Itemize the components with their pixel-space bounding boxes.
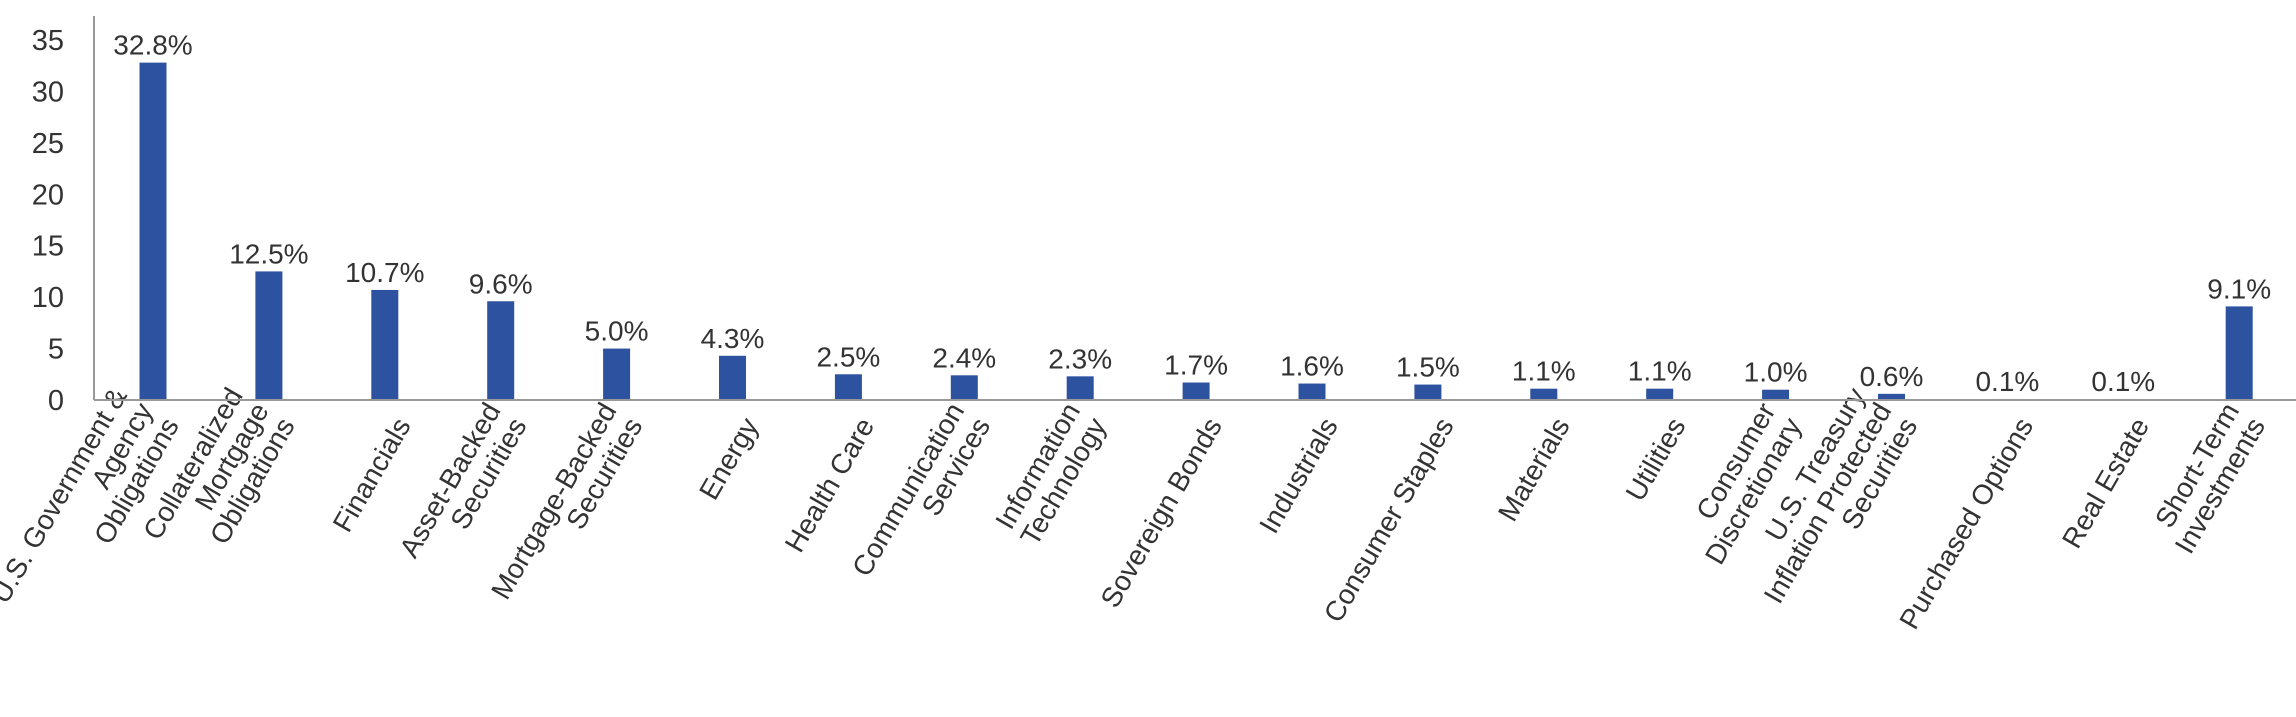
category-label: Materials [1492,413,1576,527]
data-label: 5.0% [585,316,649,347]
bar [371,289,399,400]
data-labels: 32.8% 12.5% 10.7% 9.6% 5.0% 4.3% 2.5% 2.4% 2.3% 1… [113,30,2271,397]
category-label-line: Real Estate [2056,413,2155,554]
data-label: 1.6% [1280,351,1344,382]
category-label: Short-TermInvestments [2143,398,2271,559]
category-label-line: Consumer Staples [1318,413,1460,628]
category-label: Sovereign Bonds [1094,413,1227,613]
bar [2225,306,2253,400]
data-label: 2.4% [932,342,996,373]
data-label: 1.1% [1628,356,1692,387]
category-label: Financials [327,413,417,538]
y-axis: 0 5 10 15 20 25 30 35 [32,25,64,417]
data-label: 1.1% [1512,356,1576,387]
bar [1646,388,1674,400]
y-tick-label: 35 [32,25,64,57]
data-label: 0.1% [2091,366,2155,397]
y-tick-label: 5 [48,334,64,366]
data-label: 12.5% [229,238,308,269]
bar [719,355,746,400]
category-label-line: Materials [1492,413,1576,527]
bar [255,271,283,400]
category-label: Energy [693,413,764,505]
y-tick-label: 15 [32,231,64,263]
data-label: 0.6% [1860,361,1924,392]
bar [603,348,631,400]
bars [139,62,2253,400]
category-label-line: Financials [327,413,417,538]
bar [1414,384,1442,400]
data-label: 4.3% [701,323,765,354]
bar [834,374,862,400]
bar [1066,376,1094,400]
bar [1530,388,1558,400]
data-label: 1.7% [1164,350,1228,381]
bar [1182,382,1210,400]
category-label: Utilities [1620,413,1692,507]
y-tick-label: 10 [32,282,64,314]
data-label: 9.1% [2207,273,2271,304]
bar [487,301,515,400]
data-label: 0.1% [1975,366,2039,397]
data-label: 32.8% [113,30,192,61]
category-label: Real Estate [2056,413,2155,554]
category-label-line: Sovereign Bonds [1094,413,1227,613]
y-tick-label: 0 [48,385,64,417]
category-label-line: Energy [693,413,764,505]
category-label: Purchased Options [1893,413,2039,635]
category-label: Industrials [1253,413,1344,539]
category-label-line: Industrials [1253,413,1344,539]
y-tick-label: 25 [32,128,64,160]
category-label: InformationTechnology [988,398,1112,551]
data-label: 1.5% [1396,352,1460,383]
category-label-line: Purchased Options [1893,413,2039,635]
y-tick-label: 30 [32,76,64,108]
category-label: CollateralizedMortgageObligations [137,383,301,575]
data-label: 2.3% [1048,343,1112,374]
bar [950,375,978,400]
bar [139,62,167,400]
category-label-line: Utilities [1620,413,1692,507]
category-labels: U.S. Government &AgencyObligationsCollat… [0,382,2271,635]
data-label: 2.5% [816,341,880,372]
bar [1878,393,1905,400]
category-label: Consumer Staples [1318,413,1460,628]
data-label: 1.0% [1744,357,1808,388]
data-label: 10.7% [345,257,424,288]
bar [1762,389,1790,400]
y-tick-label: 20 [32,179,64,211]
bar [1298,383,1326,400]
data-label: 9.6% [469,268,533,299]
